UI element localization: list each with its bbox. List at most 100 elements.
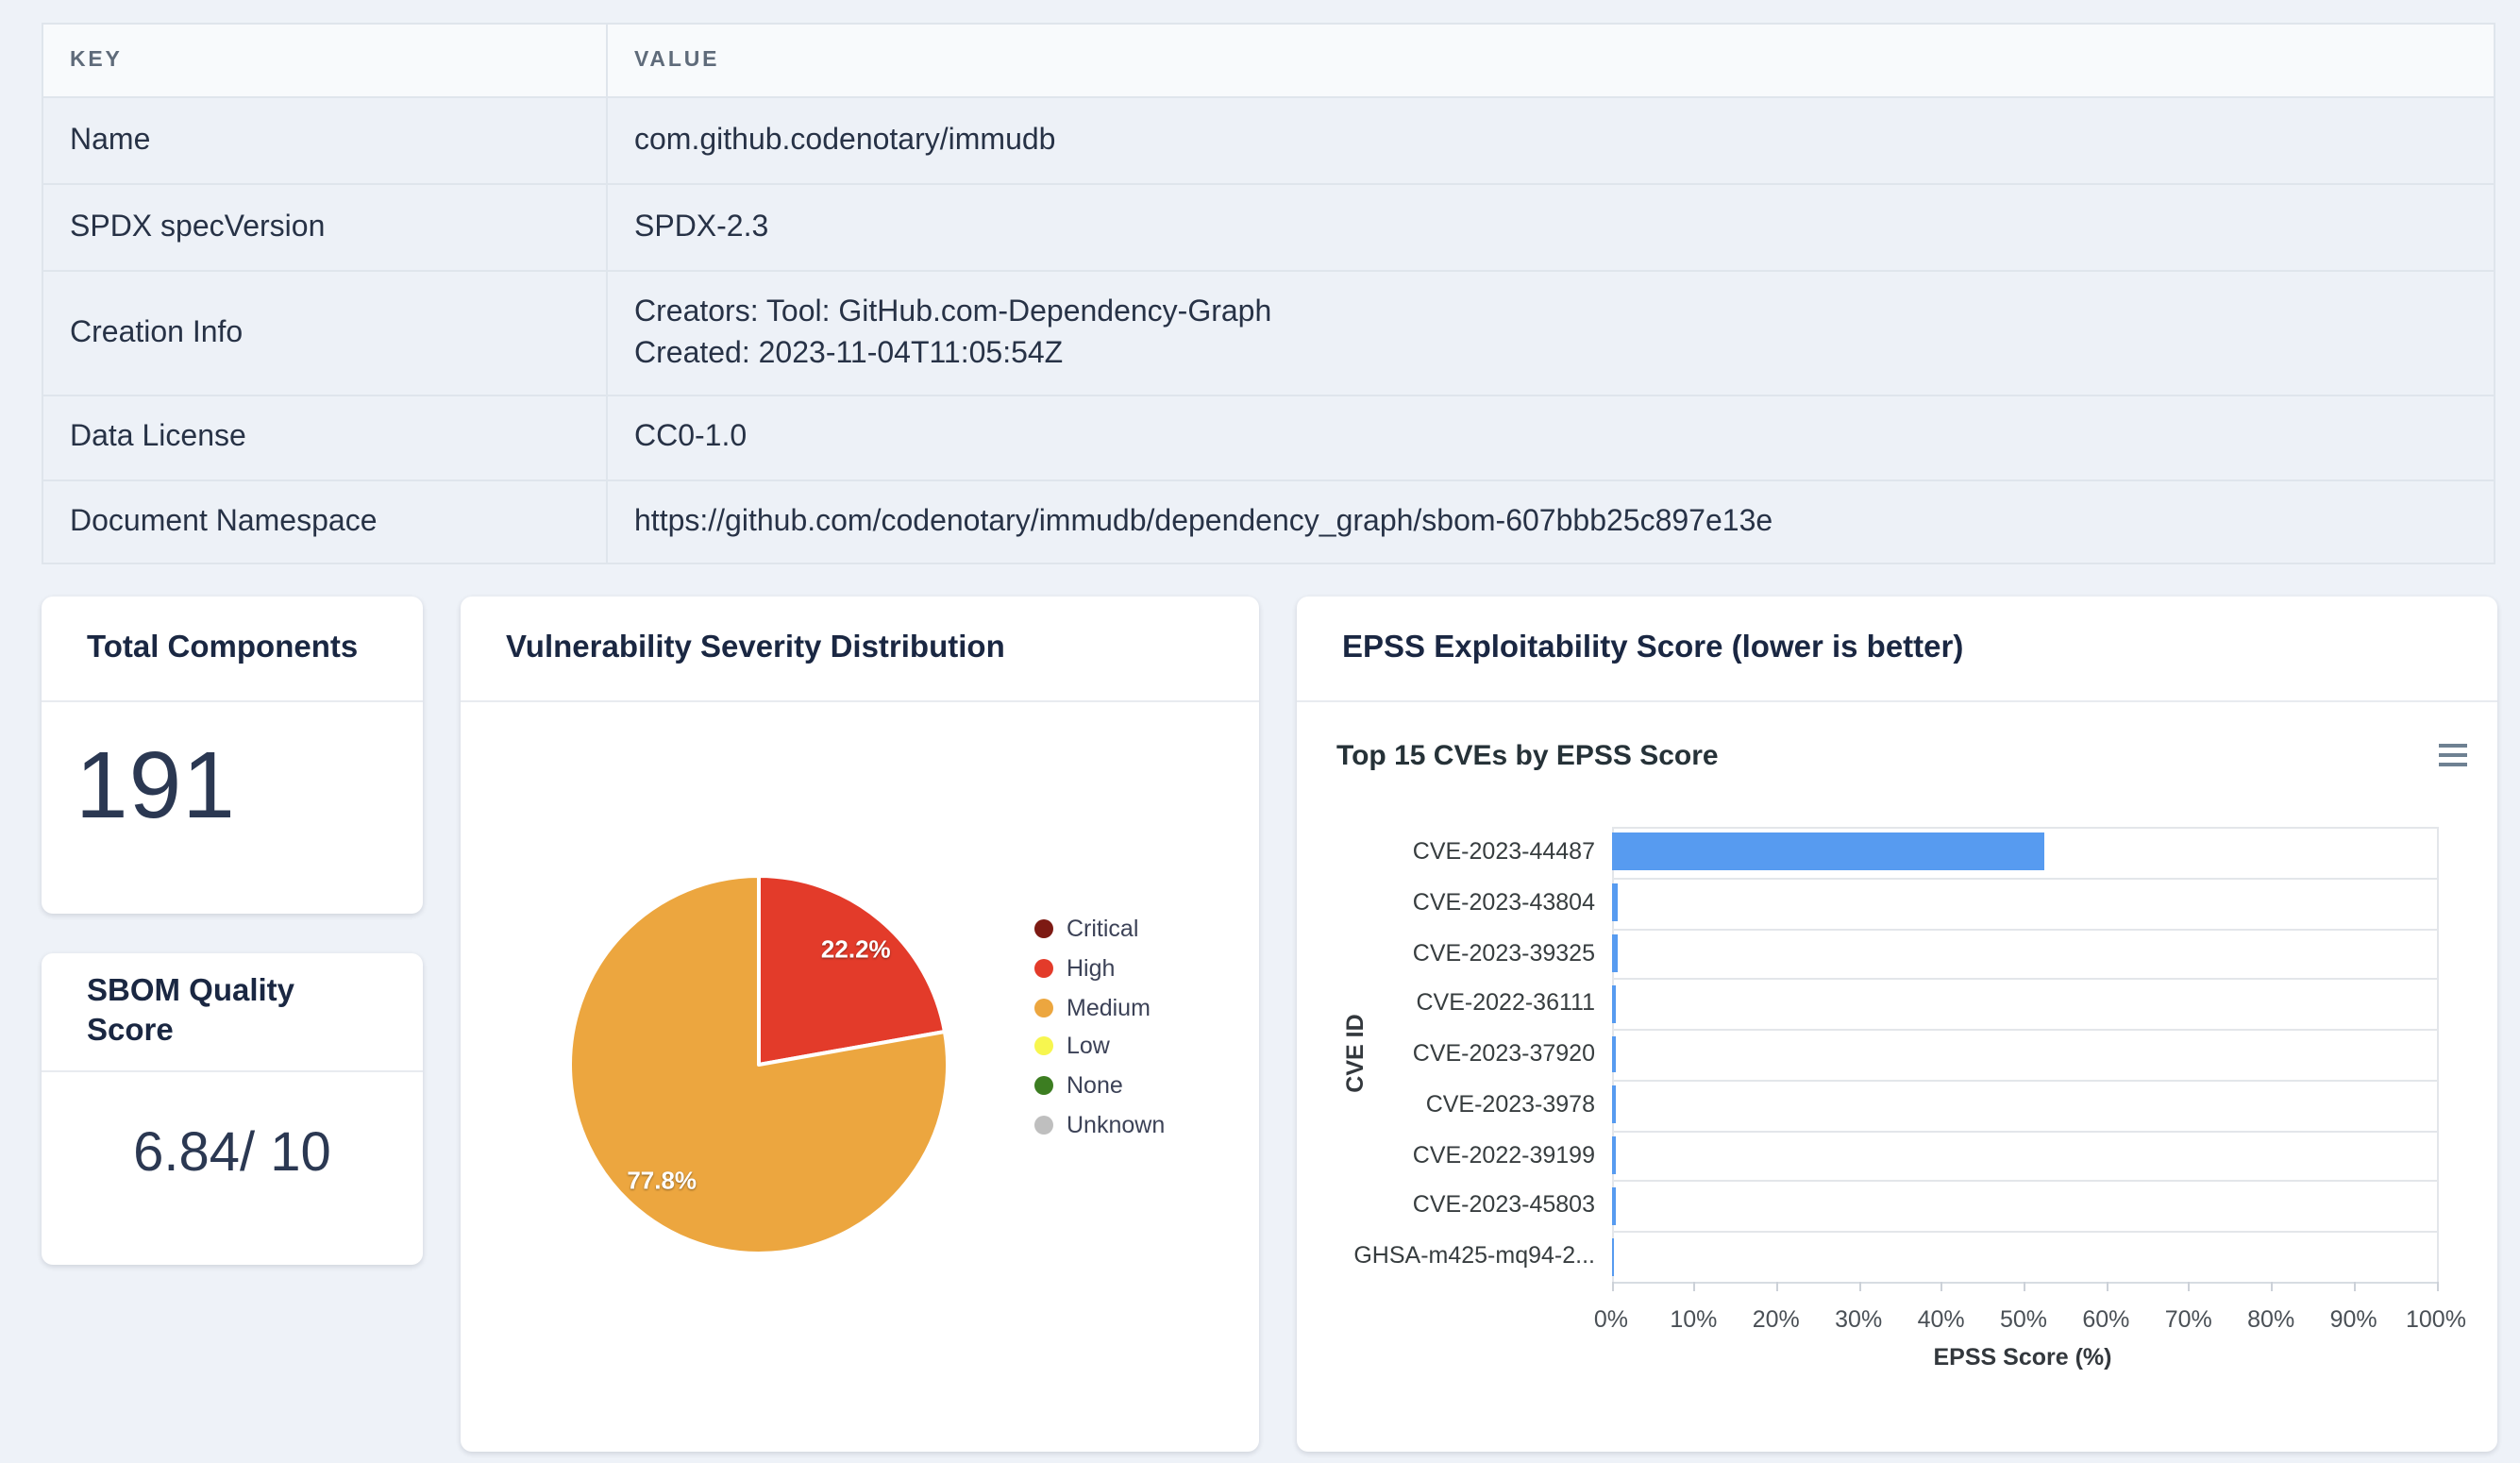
x-tick-label: 50% (1999, 1306, 2048, 1333)
cve-label: CVE-2023-45803 (1412, 1191, 1595, 1219)
meta-key-cell: Document Namespace (42, 479, 608, 564)
meta-value-cell: Creators: Tool: GitHub.com-Dependency-Gr… (606, 270, 2495, 396)
epss-bar (1612, 883, 1619, 922)
legend-item-high[interactable]: High (1034, 949, 1165, 987)
cve-label: CVE-2023-43804 (1412, 888, 1595, 916)
x-tick-label: 70% (2164, 1306, 2212, 1333)
x-tick-mark (1858, 1282, 1861, 1292)
gridline (1611, 877, 2436, 880)
metadata-table: KEY VALUE Name com.github.codenotary/imm… (42, 23, 2495, 564)
x-tick-label: 100% (2406, 1306, 2466, 1333)
x-tick-mark (2188, 1282, 2191, 1292)
card-header: EPSS Exploitability Score (lower is bett… (1297, 597, 2497, 702)
x-tick-mark (2436, 1282, 2438, 1292)
severity-pie-chart: 22.2% 77.8% (568, 874, 950, 1255)
x-axis-title: EPSS Score (%) (1933, 1344, 2112, 1371)
x-tick-mark (1775, 1282, 1778, 1292)
gridline (1611, 827, 2436, 829)
card-title: Vulnerability Severity Distribution (506, 630, 1005, 664)
x-tick-label: 90% (2329, 1306, 2377, 1333)
cve-label: CVE-2023-3978 (1425, 1090, 1595, 1118)
creation-info-creators: Creators: Tool: GitHub.com-Dependency-Gr… (634, 295, 1272, 328)
gridline (2436, 827, 2438, 1283)
cve-label: CVE-2023-37920 (1412, 1040, 1595, 1068)
table-row-spec-version: SPDX specVersion SPDX-2.3 (42, 183, 2495, 272)
legend-marker-icon (1034, 959, 1053, 979)
meta-value-cell: https://github.com/codenotary/immudb/dep… (606, 479, 2495, 564)
x-tick-mark (1940, 1282, 1943, 1292)
gridline (1611, 978, 2436, 981)
legend-label: High (1067, 955, 1116, 983)
chart-menu-button[interactable] (2429, 732, 2475, 778)
legend-item-low[interactable]: Low (1034, 1027, 1165, 1066)
legend-item-none[interactable]: None (1034, 1067, 1165, 1105)
x-tick-mark (1693, 1282, 1696, 1292)
column-header-key: KEY (42, 23, 608, 98)
legend-label: Critical (1067, 916, 1139, 943)
meta-key-cell: Data License (42, 395, 608, 481)
total-components-card: Total Components 191 (42, 597, 423, 914)
epss-bar (1612, 1035, 1617, 1073)
table-row-creation-info: Creation Info Creators: Tool: GitHub.com… (42, 270, 2495, 396)
legend-marker-icon (1034, 998, 1053, 1017)
total-components-value: 191 (76, 732, 236, 838)
x-tick-label: 40% (1917, 1306, 1965, 1333)
x-tick-mark (2271, 1282, 2274, 1292)
gridline (1611, 1231, 2436, 1234)
cve-label: GHSA-m425-mq94-2... (1353, 1242, 1595, 1270)
x-tick-mark (2106, 1282, 2108, 1292)
x-tick-label: 60% (2082, 1306, 2130, 1333)
legend-item-unknown[interactable]: Unknown (1034, 1105, 1165, 1144)
card-header: Vulnerability Severity Distribution (461, 597, 1259, 702)
meta-key-cell: Creation Info (42, 270, 608, 396)
legend-item-medium[interactable]: Medium (1034, 988, 1165, 1027)
column-header-value: VALUE (606, 23, 2495, 98)
cve-label: CVE-2023-39325 (1412, 939, 1595, 967)
epss-bar (1612, 1136, 1616, 1175)
legend-marker-icon (1034, 1036, 1053, 1056)
epss-bar (1612, 933, 1618, 972)
x-tick-label: 0% (1593, 1306, 1629, 1333)
legend-label: None (1067, 1072, 1123, 1100)
gridline (1611, 1029, 2436, 1032)
card-title: EPSS Exploitability Score (lower is bett… (1342, 630, 1964, 664)
meta-value-cell: SPDX-2.3 (606, 183, 2495, 272)
x-tick-label: 30% (1835, 1306, 1883, 1333)
x-tick-label: 20% (1752, 1306, 1800, 1333)
gridline (1611, 1079, 2436, 1082)
pie-data-label: 22.2% (821, 935, 891, 964)
legend-marker-icon (1034, 1115, 1053, 1135)
epss-score-card: EPSS Exploitability Score (lower is bett… (1297, 597, 2497, 1452)
pie-slice-high (757, 874, 947, 1067)
card-title: Total Components (87, 630, 359, 664)
gridline (1611, 1130, 2436, 1133)
epss-bar (1612, 1085, 1617, 1124)
bar-chart-title: Top 15 CVEs by EPSS Score (1336, 740, 1719, 772)
gridline (1611, 928, 2436, 931)
meta-key-cell: SPDX specVersion (42, 183, 608, 272)
meta-value-cell: com.github.codenotary/immudb (606, 96, 2495, 185)
card-header: SBOM Quality Score (42, 953, 423, 1073)
card-header: Total Components (42, 597, 423, 702)
legend-label: Unknown (1067, 1111, 1166, 1138)
sbom-quality-value: 6.84/ 10 (133, 1123, 331, 1185)
hamburger-menu-icon (2438, 743, 2466, 767)
table-row-document-namespace: Document Namespace https://github.com/co… (42, 479, 2495, 564)
x-tick-mark (1611, 1282, 1613, 1292)
legend-item-critical[interactable]: Critical (1034, 910, 1165, 949)
pie-slice-medium (568, 874, 950, 1255)
pie-legend: Critical High Medium Low None Unknown (1034, 910, 1165, 1144)
cve-label: CVE-2022-39199 (1412, 1141, 1595, 1169)
severity-distribution-card: Vulnerability Severity Distribution 22.2… (461, 597, 1259, 1452)
legend-marker-icon (1034, 919, 1053, 939)
gridline (1611, 1180, 2436, 1183)
y-axis-title: CVE ID (1342, 1014, 1369, 1093)
card-title: SBOM Quality Score (87, 974, 295, 1049)
legend-label: Low (1067, 1033, 1110, 1060)
cve-label: CVE-2022-36111 (1416, 989, 1596, 1017)
sbom-quality-card: SBOM Quality Score 6.84/ 10 (42, 953, 423, 1265)
table-header-row: KEY VALUE (42, 23, 2495, 98)
epss-bar (1612, 832, 2044, 871)
table-row-name: Name com.github.codenotary/immudb (42, 96, 2495, 185)
